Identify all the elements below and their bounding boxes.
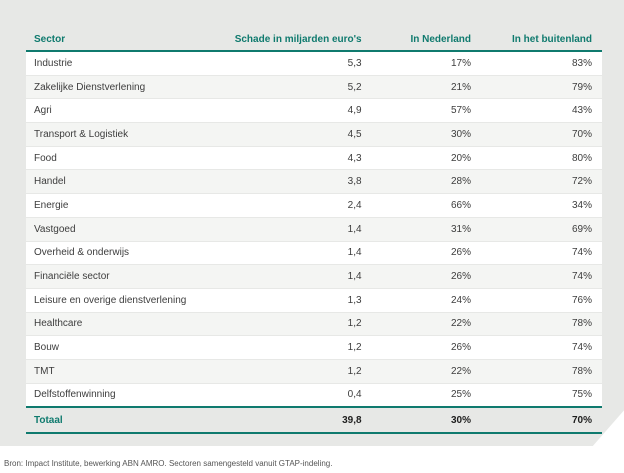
table-row: Financiële sector 1,4 26% 74% [26,264,602,289]
cell-sector: Healthcare [26,312,222,337]
table-row: Delfstoffenwinning 0,4 25% 75% [26,383,602,408]
table-row: Vastgoed 1,4 31% 69% [26,217,602,242]
cell-abroad: 74% [481,241,602,266]
cell-sector: Delfstoffenwinning [26,383,222,408]
header-damage: Schade in miljarden euro's [221,28,372,52]
header-sector: Sector [26,28,222,52]
cell-netherlands: 24% [371,288,482,313]
cell-damage: 1,3 [221,288,372,313]
total-cell-abroad: 70% [481,406,602,435]
cell-sector: TMT [26,359,222,384]
table-row: Overheid & onderwijs 1,4 26% 74% [26,241,602,266]
table-row: Handel 3,8 28% 72% [26,169,602,195]
cell-abroad: 78% [481,312,602,337]
table-row: Healthcare 1,2 22% 78% [26,312,602,337]
cell-netherlands: 28% [371,169,482,195]
cell-abroad: 80% [481,146,602,171]
table-row: Agri 4,9 57% 43% [26,98,602,124]
cell-damage: 2,4 [221,193,372,218]
total-cell-damage: 39,8 [221,406,372,435]
cell-sector: Agri [26,98,222,124]
table-row: Zakelijke Dienstverlening 5,2 21% 79% [26,75,602,100]
cell-netherlands: 20% [371,146,482,171]
table-row: TMT 1,2 22% 78% [26,359,602,384]
cell-netherlands: 26% [371,264,482,289]
cell-damage: 4,5 [221,122,372,147]
cell-damage: 4,9 [221,98,372,124]
table-container: Sector Schade in miljarden euro's In Ned… [26,28,602,435]
cell-damage: 1,4 [221,217,372,242]
cell-abroad: 79% [481,75,602,100]
cell-sector: Overheid & onderwijs [26,241,222,266]
table-total-row: Totaal 39,8 30% 70% [26,406,602,435]
header-netherlands: In Nederland [371,28,482,52]
cell-abroad: 72% [481,169,602,195]
cell-sector: Energie [26,193,222,218]
cell-netherlands: 21% [371,75,482,100]
cell-abroad: 70% [481,122,602,147]
cell-damage: 1,4 [221,264,372,289]
table-row: Energie 2,4 66% 34% [26,193,602,218]
cell-sector: Financiële sector [26,264,222,289]
cell-abroad: 76% [481,288,602,313]
cell-netherlands: 57% [371,98,482,124]
table-row: Food 4,3 20% 80% [26,146,602,171]
header-abroad: In het buitenland [481,28,602,52]
cell-abroad: 78% [481,359,602,384]
cell-sector: Food [26,146,222,171]
cell-sector: Vastgoed [26,217,222,242]
cell-netherlands: 25% [371,383,482,408]
cell-damage: 4,3 [221,146,372,171]
cell-damage: 3,8 [221,169,372,195]
cell-sector: Transport & Logistiek [26,122,222,147]
cell-abroad: 69% [481,217,602,242]
cell-damage: 1,2 [221,335,372,360]
cell-damage: 5,3 [221,51,372,76]
table-row: Bouw 1,2 26% 74% [26,335,602,360]
table-row: Industrie 5,3 17% 83% [26,51,602,76]
cell-damage: 0,4 [221,383,372,408]
cell-netherlands: 30% [371,122,482,147]
cell-netherlands: 66% [371,193,482,218]
cell-sector: Industrie [26,51,222,76]
cell-damage: 5,2 [221,75,372,100]
cell-abroad: 83% [481,51,602,76]
cell-damage: 1,4 [221,241,372,266]
cell-netherlands: 22% [371,359,482,384]
cell-abroad: 34% [481,193,602,218]
cell-abroad: 43% [481,98,602,124]
table-row: Leisure en overige dienstverlening 1,3 24%… [26,288,602,313]
cell-abroad: 74% [481,335,602,360]
cell-sector: Handel [26,169,222,195]
cell-netherlands: 26% [371,335,482,360]
table-header-row: Sector Schade in miljarden euro's In Ned… [26,28,602,52]
cell-sector: Zakelijke Dienstverlening [26,75,222,100]
cell-netherlands: 17% [371,51,482,76]
cell-abroad: 74% [481,264,602,289]
source-note: Bron: Impact Institute, bewerking ABN AM… [4,459,333,468]
table-row: Transport & Logistiek 4,5 30% 70% [26,122,602,147]
total-cell-netherlands: 30% [371,406,482,435]
cell-damage: 1,2 [221,359,372,384]
total-cell-sector: Totaal [26,406,222,435]
cell-netherlands: 31% [371,217,482,242]
cell-sector: Bouw [26,335,222,360]
cell-damage: 1,2 [221,312,372,337]
cell-abroad: 75% [481,383,602,408]
damage-table: Sector Schade in miljarden euro's In Ned… [26,28,602,435]
cell-netherlands: 26% [371,241,482,266]
cell-sector: Leisure en overige dienstverlening [26,288,222,313]
cell-netherlands: 22% [371,312,482,337]
table-body: Industrie 5,3 17% 83% Zakelijke Dienstverlen… [26,51,602,435]
